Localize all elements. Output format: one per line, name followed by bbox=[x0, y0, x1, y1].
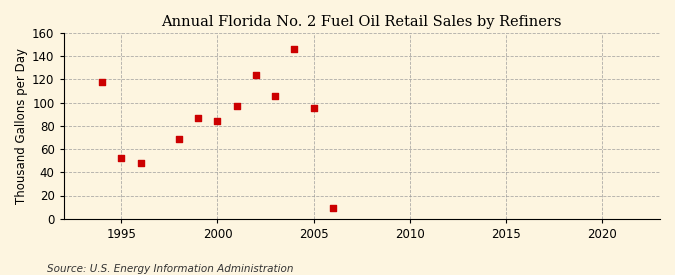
Y-axis label: Thousand Gallons per Day: Thousand Gallons per Day bbox=[15, 48, 28, 204]
Point bbox=[97, 79, 107, 84]
Point bbox=[116, 156, 127, 161]
Point bbox=[212, 119, 223, 123]
Point bbox=[270, 94, 281, 98]
Point bbox=[308, 106, 319, 111]
Point bbox=[135, 161, 146, 165]
Point bbox=[232, 104, 242, 108]
Title: Annual Florida No. 2 Fuel Oil Retail Sales by Refiners: Annual Florida No. 2 Fuel Oil Retail Sal… bbox=[161, 15, 562, 29]
Point bbox=[173, 136, 184, 141]
Point bbox=[250, 73, 261, 77]
Point bbox=[289, 47, 300, 51]
Text: Source: U.S. Energy Information Administration: Source: U.S. Energy Information Administ… bbox=[47, 264, 294, 274]
Point bbox=[327, 206, 338, 210]
Point bbox=[193, 116, 204, 120]
